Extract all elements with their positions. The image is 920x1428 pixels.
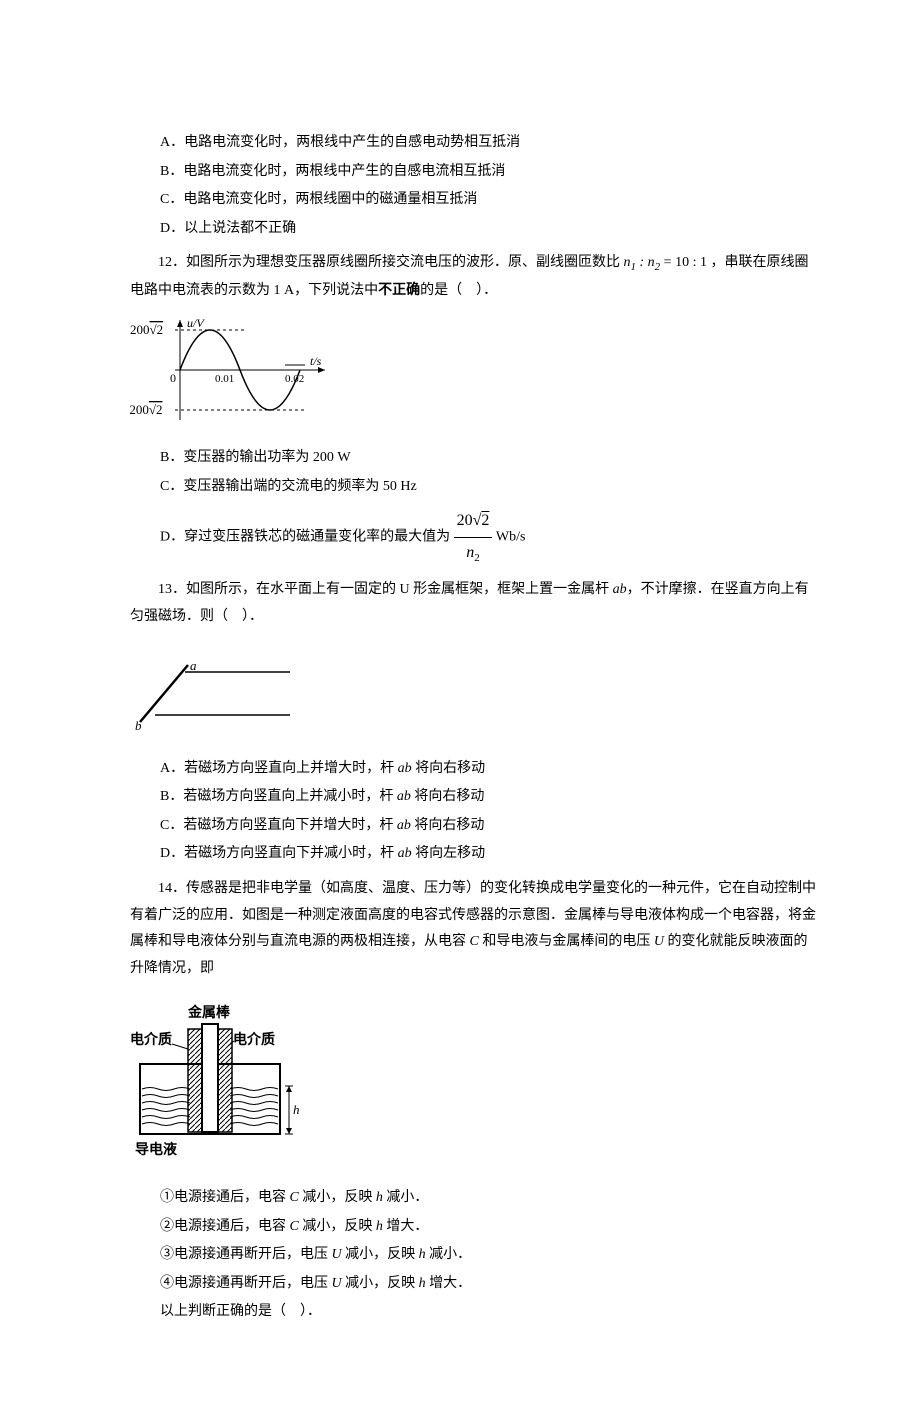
ratio-n1: n [624, 255, 631, 270]
q12-stem: 12．如图所示为理想变压器原线圈所接交流电压的波形．原、副线圈匝数比 n1 : … [130, 250, 820, 304]
q13-b-ab: ab [397, 789, 411, 804]
q14-s3-h: h [419, 1247, 426, 1262]
q13-b-pre: B．若磁场方向竖直向上并减小时，杆 [160, 789, 397, 804]
svg-text:−200√2: −200√2 [130, 402, 162, 417]
q13-c-pre: C．若磁场方向竖直向下并增大时，杆 [160, 818, 397, 833]
q12-d-frac: 20√2 n2 [454, 506, 493, 568]
q12-d-unit: Wb/s [496, 530, 526, 545]
q14-diagram: 金属棒 电介质 电介质 导电液 h [130, 994, 820, 1175]
q12-stem-end: 的是（ ）． [420, 283, 497, 298]
q14-s3-pre: ③电源接通再断开后，电压 [160, 1247, 332, 1262]
svg-text:a: a [190, 660, 197, 673]
ratio-eq: = 10 : 1 [660, 255, 707, 270]
q14-c: C [470, 934, 479, 949]
q11-option-a: A．电路电流变化时，两根线中产生的自感电动势相互抵消 [160, 130, 820, 157]
q12-option-d: D．穿过变压器铁芯的磁通量变化率的最大值为 20√2 n2 Wb/s [160, 506, 820, 568]
q14-s4: ④电源接通再断开后，电压 U 减小，反映 h 增大． [160, 1271, 820, 1298]
q14-s1-c: C [290, 1190, 299, 1205]
q12-chart: u/V t/s 200√2 −200√2 0 0.01 0.02 [130, 315, 820, 436]
q11-option-d: D．以上说法都不正确 [160, 216, 820, 243]
q13-b-post: 将向右移动 [411, 789, 485, 804]
q13-ab: ab [613, 582, 627, 597]
q13-d-pre: D．若磁场方向竖直向下并减小时，杆 [160, 846, 398, 861]
q12-option-b: B．变压器的输出功率为 200 W [160, 445, 820, 472]
q13-c-ab: ab [397, 818, 411, 833]
q14-s2-h: h [376, 1219, 383, 1234]
q14-s1-post: 减小． [383, 1190, 429, 1205]
q14-s1: ①电源接通后，电容 C 减小，反映 h 减小． [160, 1185, 820, 1212]
ratio-colon: : [636, 255, 648, 270]
q13-d-ab: ab [398, 846, 412, 861]
q12-ratio: n1 : n2 = 10 : 1 [624, 255, 711, 270]
svg-text:t/s: t/s [310, 354, 322, 368]
svg-text:0: 0 [170, 371, 176, 385]
q14-s4-mid: 减小，反映 [342, 1276, 419, 1291]
q14-s3-post: 减小． [426, 1247, 472, 1262]
q14-s3-mid: 减小，反映 [342, 1247, 419, 1262]
q14-stem: 14．传感器是把非电学量（如高度、温度、压力等）的变化转换成电学量变化的一种元件… [130, 876, 820, 982]
q14-s2: ②电源接通后，电容 C 减小，反映 h 增大． [160, 1214, 820, 1241]
q14-s3-u: U [332, 1247, 342, 1262]
q13-a-ab: ab [398, 761, 412, 776]
q11-option-c: C．电路电流变化时，两根线圈中的磁通量相互抵消 [160, 187, 820, 214]
q13-a-pre: A．若磁场方向竖直向上并增大时，杆 [160, 761, 398, 776]
q13-d-post: 将向左移动 [412, 846, 486, 861]
q14-s3: ③电源接通再断开后，电压 U 减小，反映 h 减小． [160, 1242, 820, 1269]
svg-text:b: b [135, 718, 142, 730]
q14-s4-u: U [332, 1276, 342, 1291]
q14-s2-pre: ②电源接通后，电容 [160, 1219, 290, 1234]
q14-u: U [654, 934, 664, 949]
q12-option-c: C．变压器输出端的交流电的频率为 50 Hz [160, 474, 820, 501]
q12-stem-pre: 12．如图所示为理想变压器原线圈所接交流电压的波形．原、副线圈匝数比 [158, 255, 620, 270]
q14-s1-h: h [376, 1190, 383, 1205]
q14-s4-pre: ④电源接通再断开后，电压 [160, 1276, 332, 1291]
q14-stem2: 和导电液与金属棒间的电压 [479, 934, 654, 949]
q14-s4-h: h [419, 1276, 426, 1291]
q13-option-a: A．若磁场方向竖直向上并增大时，杆 ab 将向右移动 [160, 756, 820, 783]
q13-option-c: C．若磁场方向竖直向下并增大时，杆 ab 将向右移动 [160, 813, 820, 840]
q14-s2-c: C [290, 1219, 299, 1234]
q13-c-post: 将向右移动 [411, 818, 485, 833]
svg-text:u/V: u/V [187, 316, 205, 330]
q13-a-post: 将向右移动 [412, 761, 486, 776]
svg-text:0.01: 0.01 [215, 373, 234, 385]
q11-option-b: B．电路电流变化时，两根线中产生的自感电流相互抵消 [160, 159, 820, 186]
q12-bold: 不正确 [378, 283, 420, 298]
q13-diagram: a b [130, 660, 820, 741]
svg-text:200√2: 200√2 [130, 322, 163, 337]
q14-s1-mid: 减小，反映 [299, 1190, 376, 1205]
q13-stem: 13．如图所示，在水平面上有一固定的 U 形金属框架，框架上置一金属杆 ab，不… [130, 577, 820, 630]
svg-text:金属棒: 金属棒 [187, 1004, 231, 1021]
svg-text:h: h [293, 1102, 300, 1117]
svg-text:导电液: 导电液 [135, 1141, 178, 1158]
svg-text:电介质: 电介质 [130, 1031, 172, 1048]
q13-option-d: D．若磁场方向竖直向下并减小时，杆 ab 将向左移动 [160, 841, 820, 868]
q14-s4-post: 增大． [426, 1276, 472, 1291]
q14-s2-post: 增大． [383, 1219, 429, 1234]
q12-d-pre: D．穿过变压器铁芯的磁通量变化率的最大值为 [160, 530, 450, 545]
q14-s2-mid: 减小，反映 [299, 1219, 376, 1234]
q13-option-b: B．若磁场方向竖直向上并减小时，杆 ab 将向右移动 [160, 784, 820, 811]
q13-stem-text: 13．如图所示，在水平面上有一固定的 U 形金属框架，框架上置一金属杆 [158, 582, 613, 597]
svg-text:0.02: 0.02 [285, 373, 304, 385]
ratio-n2: n [648, 255, 655, 270]
q14-end: 以上判断正确的是（ ）． [160, 1299, 820, 1326]
q14-s1-pre: ①电源接通后，电容 [160, 1190, 290, 1205]
svg-text:电介质: 电介质 [233, 1031, 275, 1048]
